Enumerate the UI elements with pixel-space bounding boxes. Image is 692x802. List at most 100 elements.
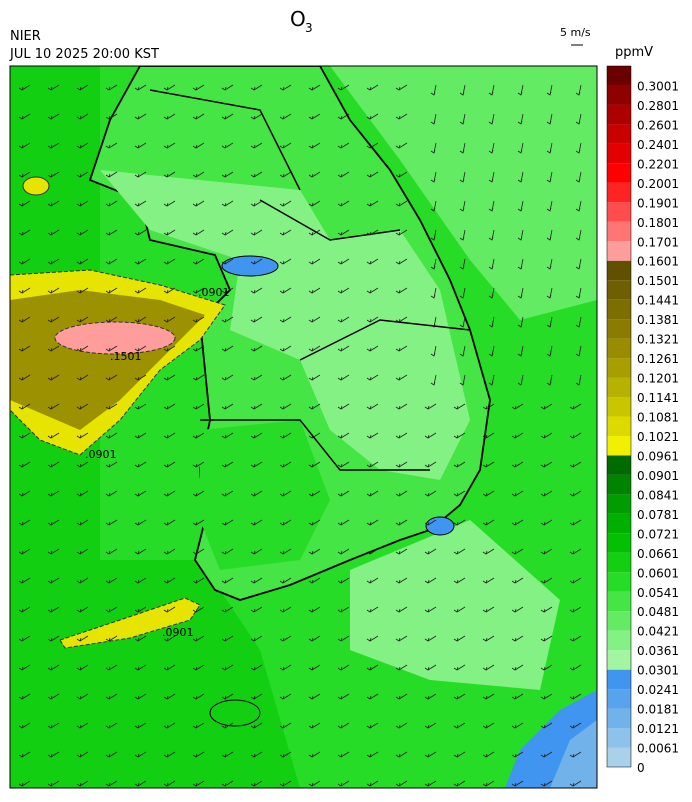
wind-arrow — [279, 113, 292, 120]
wind-arrow — [192, 548, 205, 555]
wind-arrow — [134, 84, 147, 91]
wind-arrow — [47, 577, 60, 584]
colorbar-label: 0.1381 — [637, 313, 679, 327]
wind-arrow — [134, 722, 147, 729]
wind-arrow — [18, 635, 31, 642]
wind-arrow — [279, 171, 292, 178]
wind-arrow — [76, 751, 89, 758]
wind-arrow — [569, 693, 582, 700]
wind-arrow — [395, 84, 408, 91]
wind-arrow — [221, 374, 234, 381]
wind-arrow — [105, 403, 118, 410]
wind-arrow — [18, 258, 31, 265]
wind-arrow — [47, 519, 60, 526]
wind-arrow — [105, 142, 118, 149]
wind-arrow — [424, 490, 437, 497]
wind-arrow — [163, 722, 176, 729]
wind-arrow — [540, 635, 553, 642]
wind-arrow — [105, 461, 118, 468]
wind-arrow — [540, 722, 553, 729]
wind-arrow — [18, 519, 31, 526]
wind-arrow — [511, 751, 524, 758]
wind-arrow — [540, 664, 553, 671]
wind-arrow — [395, 200, 408, 207]
colorbar-segment — [607, 416, 631, 436]
wind-arrow — [424, 577, 437, 584]
wind-arrow — [395, 577, 408, 584]
wind-arrow — [250, 664, 263, 671]
wind-arrow — [540, 693, 553, 700]
wind-arrow — [366, 432, 379, 439]
wind-arrow — [308, 780, 321, 787]
wind-arrow — [105, 84, 118, 91]
wind-arrow — [511, 635, 524, 642]
wind-arrow — [163, 519, 176, 526]
colorbar-label: 0.1141 — [637, 391, 679, 405]
wind-arrow — [105, 635, 118, 642]
wind-arrow — [511, 693, 524, 700]
wind-arrow — [76, 490, 89, 497]
wind-arrow — [337, 142, 350, 149]
wind-arrow — [47, 751, 60, 758]
wind-arrow — [105, 519, 118, 526]
wind-arrow — [482, 635, 495, 642]
wind-arrow — [47, 461, 60, 468]
wind-arrow — [395, 780, 408, 787]
wind-arrow — [540, 490, 553, 497]
wind-arrow — [192, 113, 205, 120]
wind-arrow — [366, 548, 379, 555]
wind-arrow — [482, 403, 495, 410]
wind-arrow — [250, 374, 263, 381]
wind-arrow — [395, 519, 408, 526]
wind-arrow — [575, 374, 582, 386]
wind-arrow — [192, 200, 205, 207]
wind-arrow — [134, 374, 147, 381]
wind-arrow — [453, 403, 466, 410]
wind-arrow — [569, 490, 582, 497]
wind-arrow — [308, 664, 321, 671]
wind-arrow — [47, 229, 60, 236]
wind-arrow — [430, 316, 437, 328]
blue-spot-busan — [425, 516, 455, 536]
wind-arrow — [221, 751, 234, 758]
colorbar-label: 0.0781 — [637, 508, 679, 522]
wind-arrow — [488, 113, 495, 125]
wind-arrow — [76, 316, 89, 323]
wind-arrow — [366, 200, 379, 207]
wind-arrow — [366, 635, 379, 642]
colorbar-label: 0.2801 — [637, 99, 679, 113]
wind-arrow — [221, 403, 234, 410]
colorbar-label: 0 — [637, 761, 645, 775]
colorbar-segment — [607, 85, 631, 105]
wind-arrow — [424, 664, 437, 671]
wind-arrow — [47, 606, 60, 613]
wind-arrow — [47, 200, 60, 207]
wind-arrow — [18, 461, 31, 468]
wind-arrow — [575, 345, 582, 357]
wind-arrow — [308, 751, 321, 758]
wind-arrow — [105, 693, 118, 700]
wind-arrow — [250, 577, 263, 584]
wind-arrow — [366, 577, 379, 584]
wind-arrow — [47, 84, 60, 91]
wind-arrow — [459, 287, 466, 299]
wind-arrow — [76, 287, 89, 294]
colorbar-segment — [607, 708, 631, 729]
colorbar-label: 0.1441 — [637, 294, 679, 308]
wind-arrow — [482, 519, 495, 526]
wind-arrow — [511, 722, 524, 729]
wind-arrow — [308, 200, 321, 207]
wind-arrow — [47, 142, 60, 149]
colorbar-segment — [607, 669, 631, 690]
wind-arrow — [488, 142, 495, 154]
wind-arrow — [163, 780, 176, 787]
wind-arrow — [459, 113, 466, 125]
wind-arrow — [308, 171, 321, 178]
wind-arrow — [105, 664, 118, 671]
wind-arrow — [511, 461, 524, 468]
wind-arrow — [134, 403, 147, 410]
wind-arrow — [279, 664, 292, 671]
wind-arrow — [482, 432, 495, 439]
wind-arrow — [18, 751, 31, 758]
